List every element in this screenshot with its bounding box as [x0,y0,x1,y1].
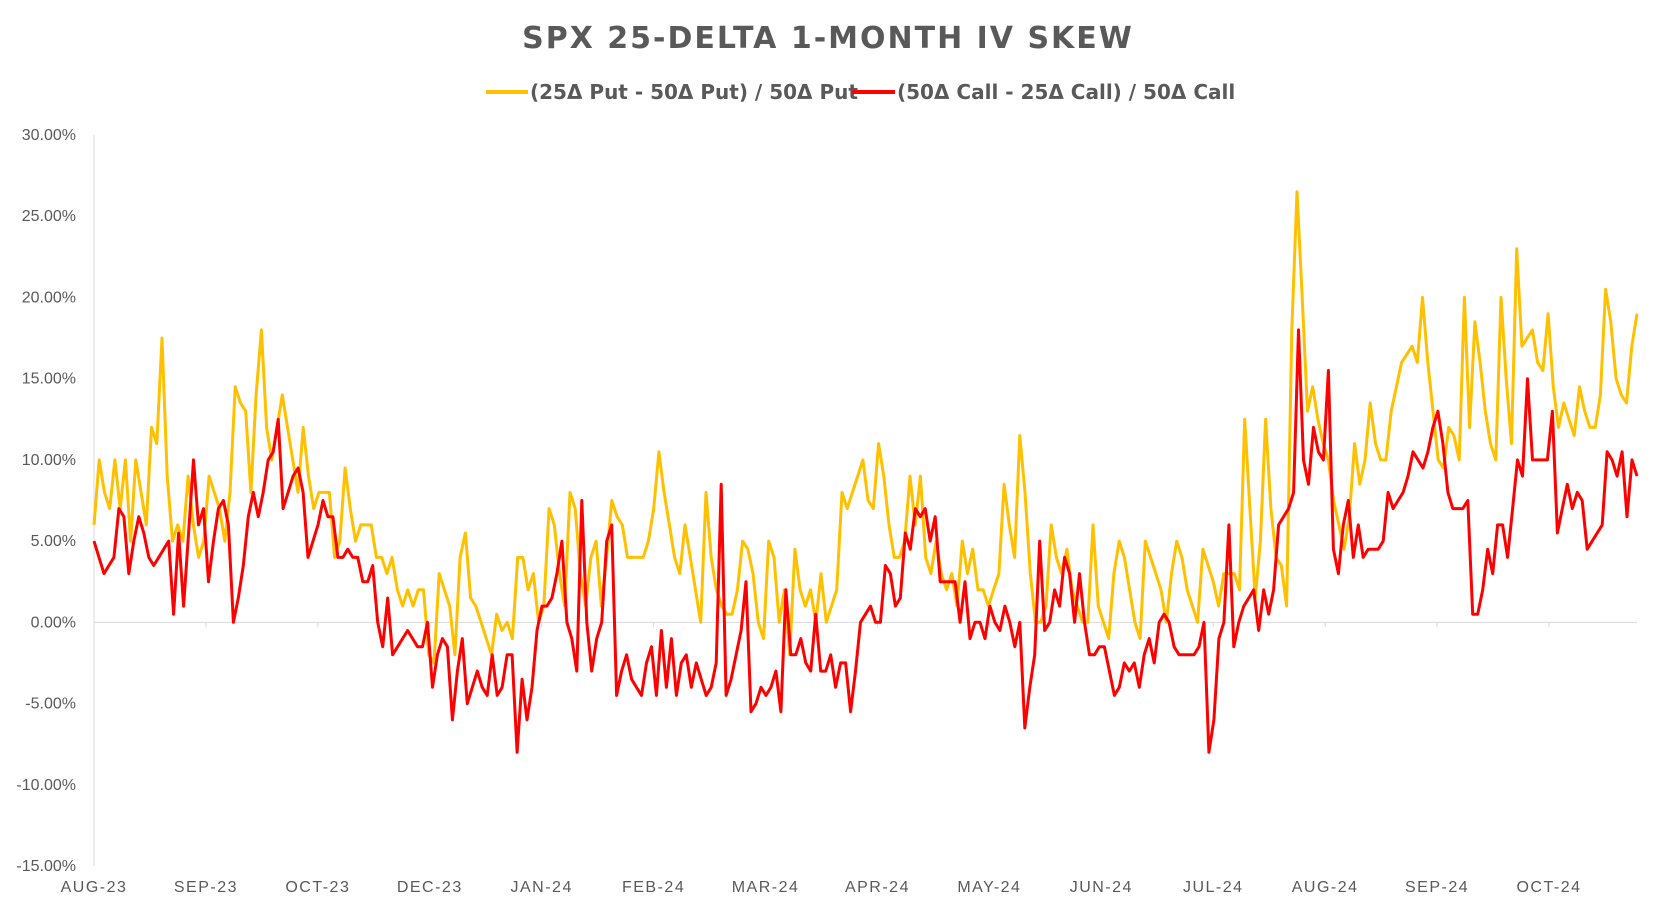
x-tick-label: AUG-24 [1292,879,1359,896]
y-tick-label: 0.00% [31,614,76,631]
legend-call-label: (50Δ Call - 25Δ Call) / 50Δ Call [897,80,1235,104]
x-tick-label: AUG-23 [61,879,128,896]
x-tick-label: SEP-23 [174,879,238,896]
y-tick-label: -5.00% [25,696,76,713]
x-tick-label: APR-24 [845,879,910,896]
x-tick-label: FEB-24 [622,879,685,896]
legend-put-label: (25Δ Put - 50Δ Put) / 50Δ Put [530,80,858,104]
x-tick-label: JUN-24 [1070,879,1133,896]
x-tick-label: OCT-24 [1516,879,1581,896]
y-tick-label: 15.00% [22,371,76,388]
x-tick-label: MAY-24 [957,879,1021,896]
put-skew-series-line [92,190,1639,665]
y-tick-label: -10.00% [16,777,76,794]
x-tick-label: SEP-24 [1405,879,1469,896]
y-tick-label: 20.00% [22,289,76,306]
y-tick-label: 30.00% [22,127,76,144]
x-tick-label: JAN-24 [511,879,573,896]
chart-title: SPX 25-DELTA 1-MONTH IV SKEW [522,21,1134,56]
x-tick-label: MAR-24 [732,879,800,896]
x-axis-ticks: AUG-23 SEP-23 OCT-23 DEC-23 JAN-24 FEB-24 MAR-… [61,622,1581,896]
y-tick-label: -15.00% [16,858,76,875]
y-tick-label: 5.00% [31,533,76,550]
legend: (25Δ Put - 50Δ Put) / 50Δ Put (50Δ Call … [486,80,1235,104]
x-tick-label: JUL-24 [1183,879,1244,896]
series-lines [92,190,1639,754]
y-tick-label: 25.00% [22,208,76,225]
y-axis-ticks: 30.00% 25.00% 20.00% 15.00% 10.00% 5.00% 0.00%… [16,127,76,875]
call-skew-series-line [92,328,1639,754]
x-tick-label: DEC-23 [397,879,463,896]
x-tick-label: OCT-23 [285,879,350,896]
y-tick-label: 10.00% [22,452,76,469]
